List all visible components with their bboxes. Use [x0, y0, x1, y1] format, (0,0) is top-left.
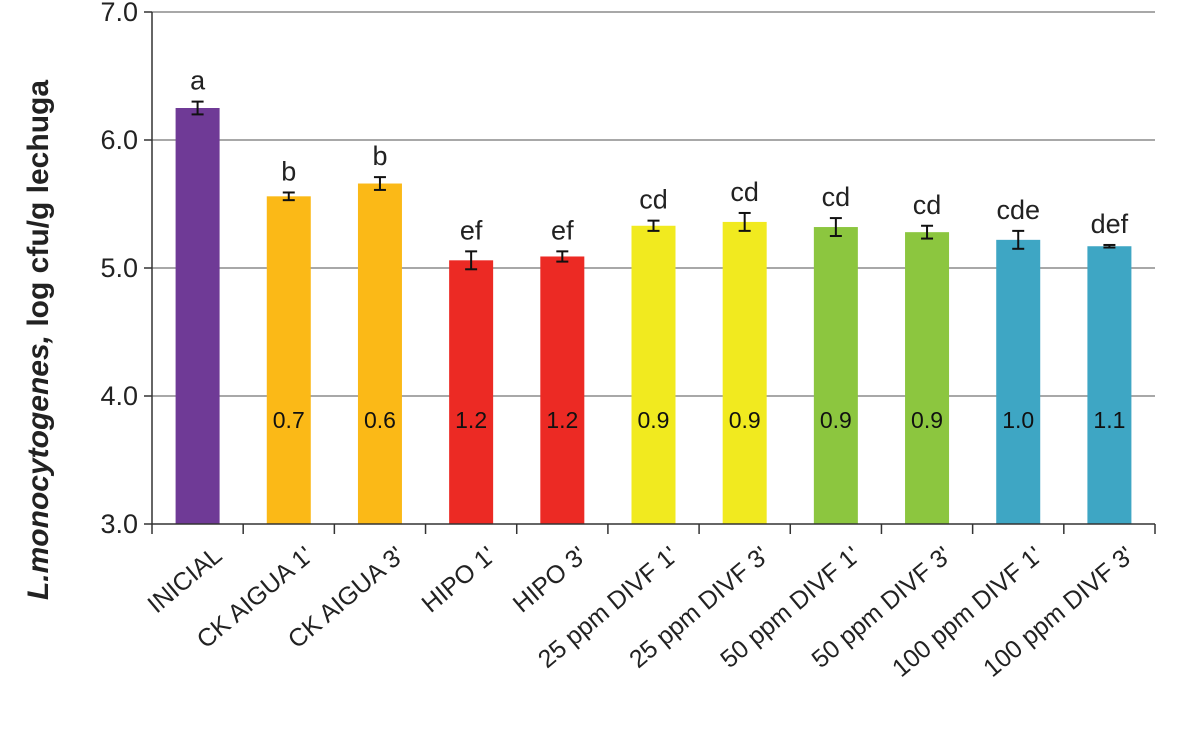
significance-label-10: def [1091, 209, 1129, 239]
significance-label-5: cd [639, 185, 668, 215]
x-category-label-3: HIPO 1' [417, 541, 501, 618]
bar-value-label-1: 0.7 [273, 407, 305, 433]
significance-label-7: cd [822, 182, 851, 212]
y-tick-label-1: 4.0 [100, 381, 138, 411]
significance-label-3: ef [460, 215, 483, 245]
significance-label-9: cde [996, 195, 1040, 225]
y-tick-label-0: 3.0 [100, 509, 138, 539]
bar-3 [449, 260, 494, 524]
bar-value-label-5: 0.9 [638, 407, 670, 433]
y-axis-title-units: log cfu/g lechuga [22, 80, 55, 335]
error-bar-0 [191, 100, 204, 116]
significance-label-1: b [281, 156, 296, 186]
bar-value-label-7: 0.9 [820, 407, 852, 433]
bars [175, 100, 1132, 525]
x-category-label-10: 100 ppm DIVF 3' [978, 541, 1139, 683]
bar-value-label-10: 1.1 [1093, 407, 1125, 433]
bar-value-label-2: 0.6 [364, 407, 396, 433]
bar-0 [175, 108, 220, 524]
bar-8 [905, 232, 950, 524]
error-bar-4 [556, 250, 569, 263]
error-bar-7 [829, 217, 842, 237]
bar-2 [357, 183, 402, 524]
bar-value-label-9: 1.0 [1002, 407, 1034, 433]
error-bar-3 [465, 250, 478, 271]
significance-label-0: a [190, 66, 206, 96]
error-bar-1 [282, 191, 295, 202]
bar-9 [996, 239, 1041, 524]
bar-value-label-6: 0.9 [729, 407, 761, 433]
significance-label-8: cd [913, 190, 942, 220]
x-category-label-9: 100 ppm DIVF 1' [887, 541, 1048, 683]
bar-10 [1087, 246, 1132, 525]
significance-label-6: cd [730, 177, 759, 207]
bar-value-label-4: 1.2 [546, 407, 578, 433]
error-bar-8 [921, 224, 934, 240]
bar-5 [631, 225, 676, 524]
x-category-label-0: INICIAL [142, 541, 227, 619]
bar-value-label-8: 0.9 [911, 407, 943, 433]
bar-value-label-3: 1.2 [455, 407, 487, 433]
bar-6 [722, 221, 767, 525]
bar-4 [540, 256, 585, 524]
bar-1 [266, 196, 311, 524]
y-tick-label-4: 7.0 [100, 0, 138, 27]
bar-7 [813, 227, 858, 525]
axes [144, 11, 1156, 534]
y-axis-title: L.monocytogenes, log cfu/g lechuga [22, 80, 55, 600]
error-bar-6 [738, 211, 751, 232]
y-tick-label-2: 5.0 [100, 253, 138, 283]
significance-label-2: b [372, 141, 387, 171]
y-tick-label-3: 6.0 [100, 125, 138, 155]
error-bar-9 [1012, 229, 1025, 250]
error-bar-2 [373, 176, 386, 191]
significance-label-4: ef [551, 215, 574, 245]
y-axis-title-species: L.monocytogenes, [22, 335, 55, 600]
x-category-label-4: HIPO 3' [508, 541, 592, 618]
error-bar-5 [647, 219, 660, 232]
error-bar-10 [1103, 243, 1116, 249]
